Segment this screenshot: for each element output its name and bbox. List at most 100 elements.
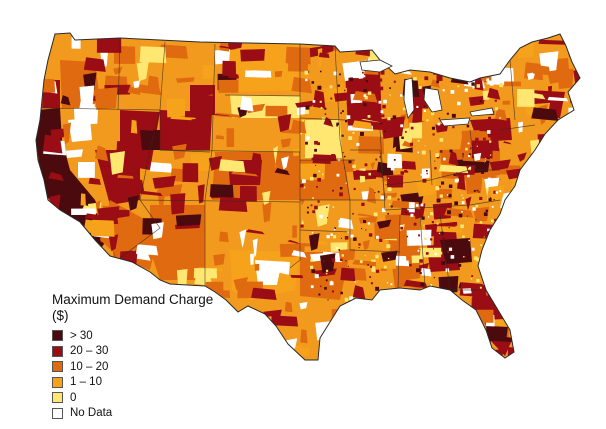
- map-region: [439, 185, 441, 188]
- map-region: [520, 262, 532, 278]
- map-region: [554, 146, 567, 164]
- map-region: [416, 109, 419, 113]
- map-region: [522, 323, 528, 335]
- map-region: [530, 139, 540, 154]
- map-region: [539, 241, 545, 259]
- map-region: [262, 173, 276, 192]
- map-region: [222, 60, 237, 77]
- map-region: [396, 256, 398, 258]
- map-region: [460, 224, 464, 229]
- map-region: [403, 293, 408, 298]
- map-region: [96, 36, 122, 53]
- map-region: [417, 139, 420, 142]
- map-region: [342, 152, 344, 154]
- map-region: [384, 130, 386, 133]
- map-region: [451, 113, 456, 118]
- map-region: [313, 173, 317, 178]
- map-region: [402, 107, 406, 111]
- map-region: [334, 228, 336, 231]
- map-region: [458, 263, 462, 267]
- map-region: [312, 210, 316, 214]
- map-region: [375, 254, 379, 259]
- map-region: [430, 238, 433, 241]
- map-region: [367, 187, 377, 204]
- map-region: [547, 207, 558, 228]
- map-region: [313, 233, 317, 237]
- map-region: [331, 258, 336, 262]
- map-region: [80, 193, 86, 206]
- map-region: [72, 274, 82, 286]
- map-region: [317, 85, 322, 90]
- map-region: [363, 103, 367, 107]
- map-region: [453, 222, 458, 226]
- map-region: [390, 166, 395, 171]
- map-region: [533, 305, 557, 320]
- map-region: [439, 42, 467, 62]
- map-region: [215, 135, 225, 140]
- map-region: [404, 169, 408, 173]
- map-region: [363, 88, 367, 93]
- map-region: [383, 99, 387, 104]
- map-region: [334, 92, 350, 102]
- map-region: [74, 267, 86, 278]
- map-region: [83, 57, 106, 72]
- map-region: [499, 285, 504, 289]
- legend-swatch: [52, 345, 63, 357]
- map-region: [284, 301, 293, 313]
- map-region: [424, 145, 426, 147]
- map-region: [554, 336, 578, 346]
- map-region: [377, 324, 386, 331]
- map-region: [308, 233, 320, 251]
- map-region: [218, 45, 236, 50]
- map-region: [558, 223, 576, 240]
- map-region: [329, 281, 334, 286]
- map-region: [473, 206, 490, 223]
- map-region: [311, 81, 315, 84]
- map-region: [423, 335, 448, 345]
- map-region: [466, 215, 468, 217]
- map-region: [484, 254, 489, 259]
- map-region: [136, 120, 154, 131]
- map-region: [436, 222, 439, 225]
- map-region: [170, 116, 197, 121]
- map-region: [541, 338, 553, 347]
- map-region: [137, 84, 162, 96]
- map-region: [370, 282, 373, 285]
- map-region: [448, 227, 450, 229]
- map-region: [316, 186, 318, 188]
- map-region: [350, 234, 354, 238]
- map-region: [311, 269, 316, 274]
- map-region: [532, 64, 551, 76]
- map-region: [318, 170, 320, 172]
- map-region: [381, 250, 398, 262]
- map-region: [424, 237, 427, 240]
- map-region: [159, 258, 172, 281]
- map-region: [563, 233, 574, 248]
- map-region: [345, 260, 347, 262]
- map-region: [332, 189, 334, 192]
- map-region: [465, 196, 472, 211]
- map-region: [360, 131, 364, 136]
- map-region: [479, 100, 482, 103]
- map-region: [202, 95, 215, 111]
- map-region: [310, 265, 314, 269]
- map-region: [160, 228, 200, 262]
- map-region: [494, 99, 497, 102]
- map-region: [246, 311, 252, 330]
- map-region: [246, 163, 260, 183]
- map-region: [436, 80, 439, 84]
- map-region: [514, 245, 532, 254]
- map-region: [400, 171, 404, 175]
- map-region: [274, 70, 283, 78]
- map-region: [452, 126, 455, 129]
- map-region: [303, 186, 306, 189]
- map-region: [254, 263, 260, 271]
- map-region: [262, 202, 272, 223]
- map-region: [172, 143, 187, 160]
- map-region: [363, 220, 366, 224]
- map-region: [436, 63, 443, 82]
- map-region: [324, 107, 327, 110]
- map-region: [320, 285, 322, 288]
- map-region: [302, 220, 304, 222]
- map-region: [250, 253, 254, 265]
